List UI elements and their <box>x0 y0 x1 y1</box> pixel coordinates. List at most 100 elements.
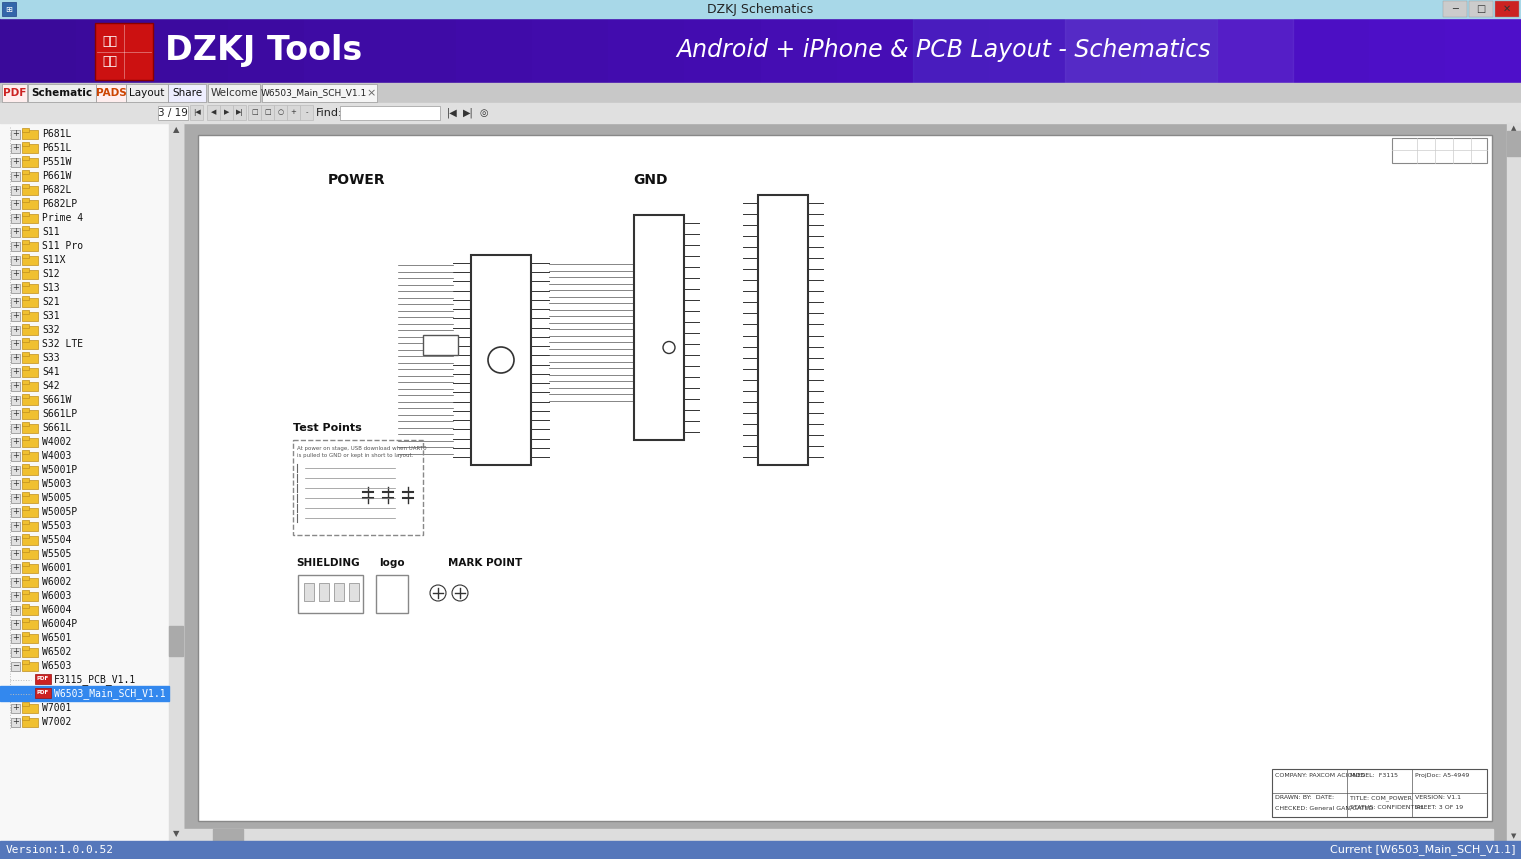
Bar <box>11 606 20 615</box>
Bar <box>21 242 38 251</box>
Bar <box>21 478 29 482</box>
Bar <box>169 625 183 655</box>
Bar <box>11 242 20 251</box>
Text: +: + <box>291 109 297 115</box>
Bar <box>21 410 38 419</box>
Text: W6503: W6503 <box>43 661 71 671</box>
Bar <box>21 704 38 713</box>
Bar <box>11 662 20 671</box>
Text: Test Points: Test Points <box>294 423 362 433</box>
Text: ▶|: ▶| <box>236 109 243 116</box>
Bar <box>21 534 29 538</box>
Bar <box>21 424 38 433</box>
Bar <box>0 83 1521 103</box>
Bar <box>11 704 20 713</box>
Text: S33: S33 <box>43 353 59 363</box>
Bar <box>11 172 20 181</box>
Bar <box>11 578 20 587</box>
Text: |◀: |◀ <box>447 107 458 119</box>
Text: +: + <box>12 297 20 307</box>
Text: W6503_Main_SCH_V1.1: W6503_Main_SCH_V1.1 <box>262 88 367 98</box>
Bar <box>21 380 29 384</box>
Text: S31: S31 <box>43 311 59 321</box>
Text: ─: ─ <box>1453 4 1459 14</box>
Bar <box>11 550 20 559</box>
Bar <box>169 123 183 841</box>
Bar <box>21 606 38 615</box>
Bar <box>304 583 313 601</box>
Text: P681L: P681L <box>43 129 71 139</box>
Bar <box>21 550 38 559</box>
Bar <box>11 592 20 601</box>
Bar <box>11 536 20 545</box>
Bar <box>913 18 990 83</box>
Bar <box>21 198 29 202</box>
Bar <box>21 436 29 440</box>
Bar <box>21 660 29 664</box>
Bar <box>183 123 1507 841</box>
Text: +: + <box>12 633 20 643</box>
Bar <box>35 674 52 684</box>
Text: DZKJ Tools: DZKJ Tools <box>164 34 362 67</box>
Bar <box>472 255 531 465</box>
Bar <box>274 105 287 120</box>
Text: +: + <box>12 270 20 278</box>
Text: SHEET: 3 OF 19: SHEET: 3 OF 19 <box>1415 805 1463 810</box>
Bar <box>21 620 38 629</box>
Bar <box>233 105 246 120</box>
Bar <box>300 105 313 120</box>
Text: W5505: W5505 <box>43 549 71 559</box>
Text: +: + <box>12 423 20 432</box>
Bar <box>21 578 38 587</box>
Bar <box>21 130 38 139</box>
Bar <box>1065 18 1293 83</box>
Bar <box>0 123 183 841</box>
Text: +: + <box>12 157 20 167</box>
Bar <box>21 312 38 321</box>
Text: W5003: W5003 <box>43 479 71 489</box>
Bar <box>0 18 78 83</box>
Bar <box>21 508 38 517</box>
Text: Version:1.0.0.52: Version:1.0.0.52 <box>6 845 114 855</box>
Bar <box>21 142 29 146</box>
Text: SHIELDING: SHIELDING <box>297 558 360 568</box>
Bar <box>198 135 1492 821</box>
Bar <box>11 382 20 391</box>
Bar <box>21 716 29 720</box>
Text: W7002: W7002 <box>43 717 71 727</box>
Text: P682L: P682L <box>43 185 71 195</box>
Bar <box>0 686 169 701</box>
Bar <box>2 84 27 102</box>
Bar <box>11 438 20 447</box>
Text: S11X: S11X <box>43 255 65 265</box>
Text: +: + <box>12 535 20 545</box>
Bar <box>221 105 233 120</box>
Bar <box>11 130 20 139</box>
Bar <box>1507 131 1521 156</box>
Bar <box>304 18 382 83</box>
Bar <box>11 508 20 517</box>
Text: +: + <box>12 592 20 600</box>
Bar <box>684 18 762 83</box>
Bar <box>21 520 29 524</box>
Text: ○: ○ <box>277 109 283 115</box>
Bar <box>21 590 29 594</box>
Bar <box>21 618 29 622</box>
Text: DZKJ Schematics: DZKJ Schematics <box>707 3 814 15</box>
Bar <box>1443 1 1466 17</box>
Text: ▼: ▼ <box>1512 833 1516 839</box>
Bar <box>380 18 458 83</box>
Bar <box>760 18 838 83</box>
Bar <box>21 256 38 265</box>
Bar <box>21 646 29 650</box>
Bar <box>21 254 29 258</box>
Bar <box>11 186 20 195</box>
Bar <box>287 105 300 120</box>
Bar <box>11 466 20 475</box>
Bar <box>21 494 38 503</box>
Text: +: + <box>12 186 20 194</box>
Bar <box>11 452 20 461</box>
Bar <box>21 184 29 188</box>
Bar <box>11 368 20 377</box>
Text: +: + <box>12 199 20 209</box>
